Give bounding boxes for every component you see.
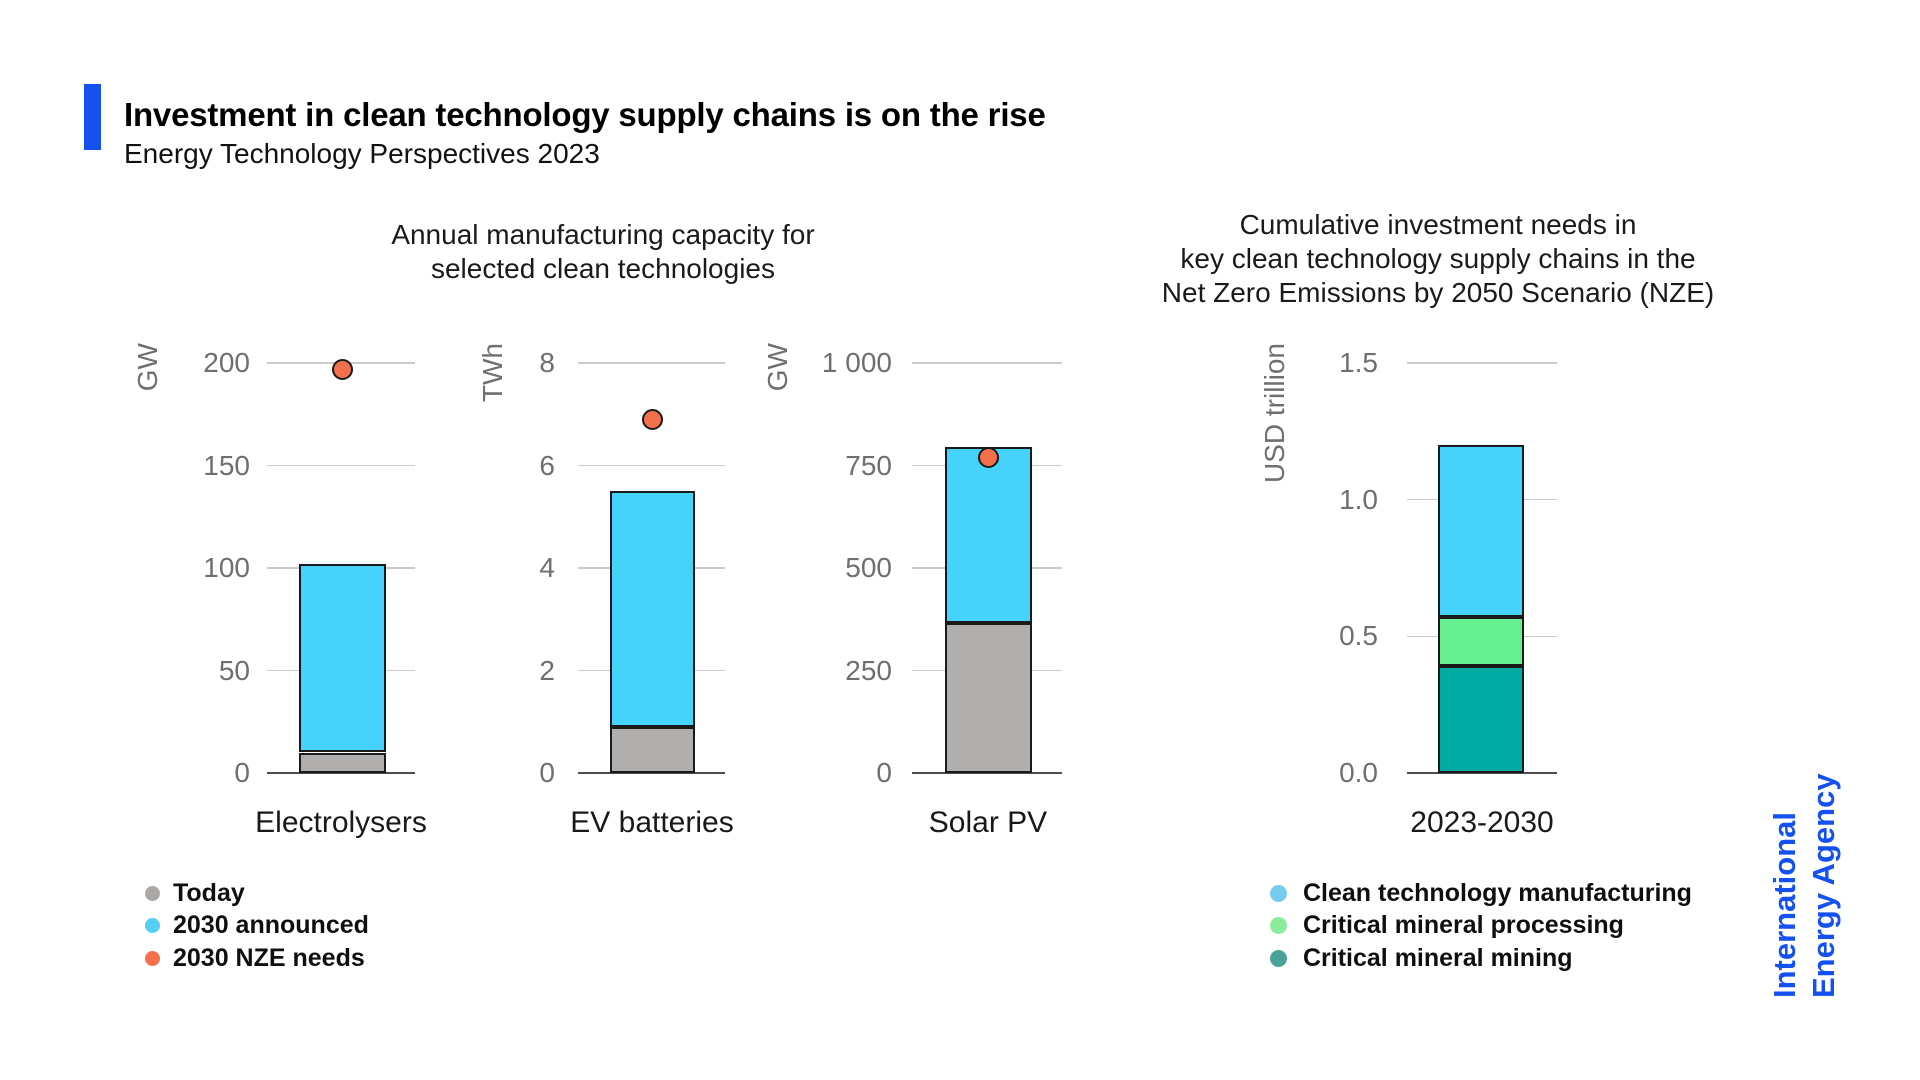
gridline	[267, 464, 415, 467]
axis-zero-line	[267, 772, 415, 774]
gridline	[578, 362, 725, 364]
mining-legend-dot	[1270, 949, 1287, 967]
gridline	[912, 362, 1062, 364]
announced-legend-dot	[145, 918, 160, 934]
gridline	[578, 464, 725, 467]
y-tick-label: 100	[203, 552, 250, 583]
investment-chart-title: Cumulative investment needs in key clean…	[1128, 208, 1748, 310]
bar-segment-today	[610, 726, 695, 773]
x-category-label: 2023-2030	[1410, 806, 1554, 839]
y-tick-label: 1 000	[821, 347, 892, 378]
x-category-label: Electrolysers	[255, 806, 427, 839]
nze-needs-dot	[642, 408, 663, 430]
bar-segment-2030-announced	[299, 563, 386, 753]
axis-unit-label: TWh	[477, 343, 508, 403]
legend-item-2030-nze-needs: 2030 NZE needs	[145, 942, 369, 975]
page-subtitle: Energy Technology Perspectives 2023	[124, 138, 600, 169]
axis-zero-line	[1407, 772, 1557, 774]
y-tick-label: 150	[203, 449, 250, 481]
nze-needs-dot	[978, 446, 999, 468]
page-title: Investment in clean technology supply ch…	[124, 96, 1046, 133]
legend-item-clean-technology-manufacturing: Clean technology manufacturing	[1270, 877, 1692, 910]
investment-legend: Clean technology manufacturing Critical …	[1270, 877, 1692, 975]
title-accent-bar	[84, 84, 101, 150]
investment-chart-title-line1: Cumulative investment needs in	[1239, 209, 1637, 240]
y-tick-label: 750	[845, 449, 892, 481]
investment-chart-title-line2: key clean technology supply chains in th…	[1180, 243, 1696, 274]
legend-label: 2030 NZE needs	[173, 943, 365, 972]
y-tick-label: 200	[203, 347, 250, 378]
y-tick-label: 1.0	[1339, 483, 1378, 515]
legend-label: Today	[173, 878, 245, 907]
y-tick-label: 4	[539, 552, 555, 583]
bar-segment-today	[299, 752, 386, 773]
y-tick-label: 500	[845, 552, 892, 583]
y-tick-label: 50	[218, 654, 250, 686]
capacity-chart-title-line2: selected clean technologies	[430, 253, 775, 284]
y-tick-label: 250	[845, 654, 892, 686]
y-tick-label: 0	[234, 757, 250, 788]
bar-segment-critical-mineral-mining	[1438, 666, 1524, 773]
investment-chart-title-line3: Net Zero Emissions by 2050 Scenario (NZE…	[1161, 277, 1715, 308]
x-category-label: Solar PV	[928, 806, 1048, 839]
manufacturing-legend-dot	[1270, 884, 1287, 902]
processing-legend-dot	[1270, 917, 1287, 935]
bar-segment-clean-technology-manufacturing	[1438, 445, 1524, 618]
y-tick-label: 0.0	[1339, 757, 1378, 788]
iea-wordmark-line2: Energy Agency	[1806, 773, 1841, 998]
axis-zero-line	[912, 772, 1062, 774]
axis-unit-label: GW	[762, 343, 793, 392]
y-tick-label: 1.5	[1339, 347, 1378, 378]
y-tick-label: 2	[539, 654, 555, 686]
capacity-chart-title: Annual manufacturing capacity for select…	[298, 218, 908, 286]
axis-zero-line	[578, 772, 725, 774]
legend-label: Clean technology manufacturing	[1303, 878, 1692, 907]
x-category-label: EV batteries	[570, 806, 734, 839]
legend-label: Critical mineral processing	[1303, 911, 1624, 940]
y-tick-label: 0	[539, 757, 555, 788]
y-tick-label: 0	[876, 757, 892, 788]
legend-label: Critical mineral mining	[1303, 943, 1573, 972]
legend-label: 2030 announced	[173, 911, 369, 940]
today-legend-dot	[145, 885, 160, 901]
y-tick-label: 0.5	[1339, 620, 1378, 652]
y-tick-label: 6	[539, 449, 555, 481]
y-tick-label: 8	[539, 347, 555, 378]
capacity-chart-title-line1: Annual manufacturing capacity for	[391, 219, 815, 250]
bar-segment-today	[945, 623, 1032, 773]
bar-segment-2030-announced	[610, 491, 695, 727]
legend-item-critical-mineral-processing: Critical mineral processing	[1270, 910, 1692, 943]
legend-item-critical-mineral-mining: Critical mineral mining	[1270, 942, 1692, 975]
iea-wordmark-line1: International	[1767, 811, 1802, 998]
bar-segment-critical-mineral-processing	[1438, 617, 1524, 667]
nze-needs-dot	[332, 358, 353, 380]
axis-unit-label: USD trillion	[1259, 343, 1290, 484]
legend-item-today: Today	[145, 877, 369, 910]
legend-item-2030-announced: 2030 announced	[145, 910, 369, 943]
gridline	[1407, 362, 1557, 364]
iea-wordmark: International Energy Agency	[1765, 738, 1843, 998]
nze-needs-legend-dot	[145, 950, 160, 966]
bar-segment-2030-announced	[945, 447, 1032, 624]
capacity-legend: Today 2030 announced 2030 NZE needs	[145, 877, 369, 975]
axis-unit-label: GW	[132, 343, 163, 392]
